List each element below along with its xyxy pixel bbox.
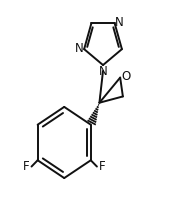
Text: N: N [115, 16, 124, 29]
Text: F: F [99, 160, 106, 174]
Text: F: F [23, 160, 29, 174]
Polygon shape [99, 71, 103, 103]
Text: N: N [99, 65, 107, 78]
Text: N: N [75, 42, 83, 54]
Text: O: O [121, 70, 130, 83]
